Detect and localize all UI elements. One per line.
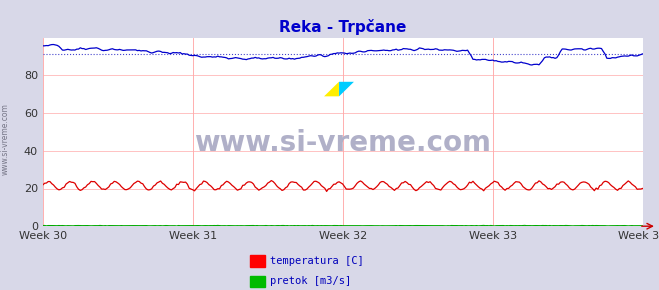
Text: www.si-vreme.com: www.si-vreme.com bbox=[1, 103, 10, 175]
Text: pretok [m3/s]: pretok [m3/s] bbox=[270, 276, 351, 286]
Title: Reka - Trpčane: Reka - Trpčane bbox=[279, 19, 407, 35]
Text: www.si-vreme.com: www.si-vreme.com bbox=[194, 129, 491, 157]
Text: ◢: ◢ bbox=[324, 79, 339, 98]
Text: temperatura [C]: temperatura [C] bbox=[270, 256, 364, 266]
Text: ◤: ◤ bbox=[339, 79, 353, 98]
